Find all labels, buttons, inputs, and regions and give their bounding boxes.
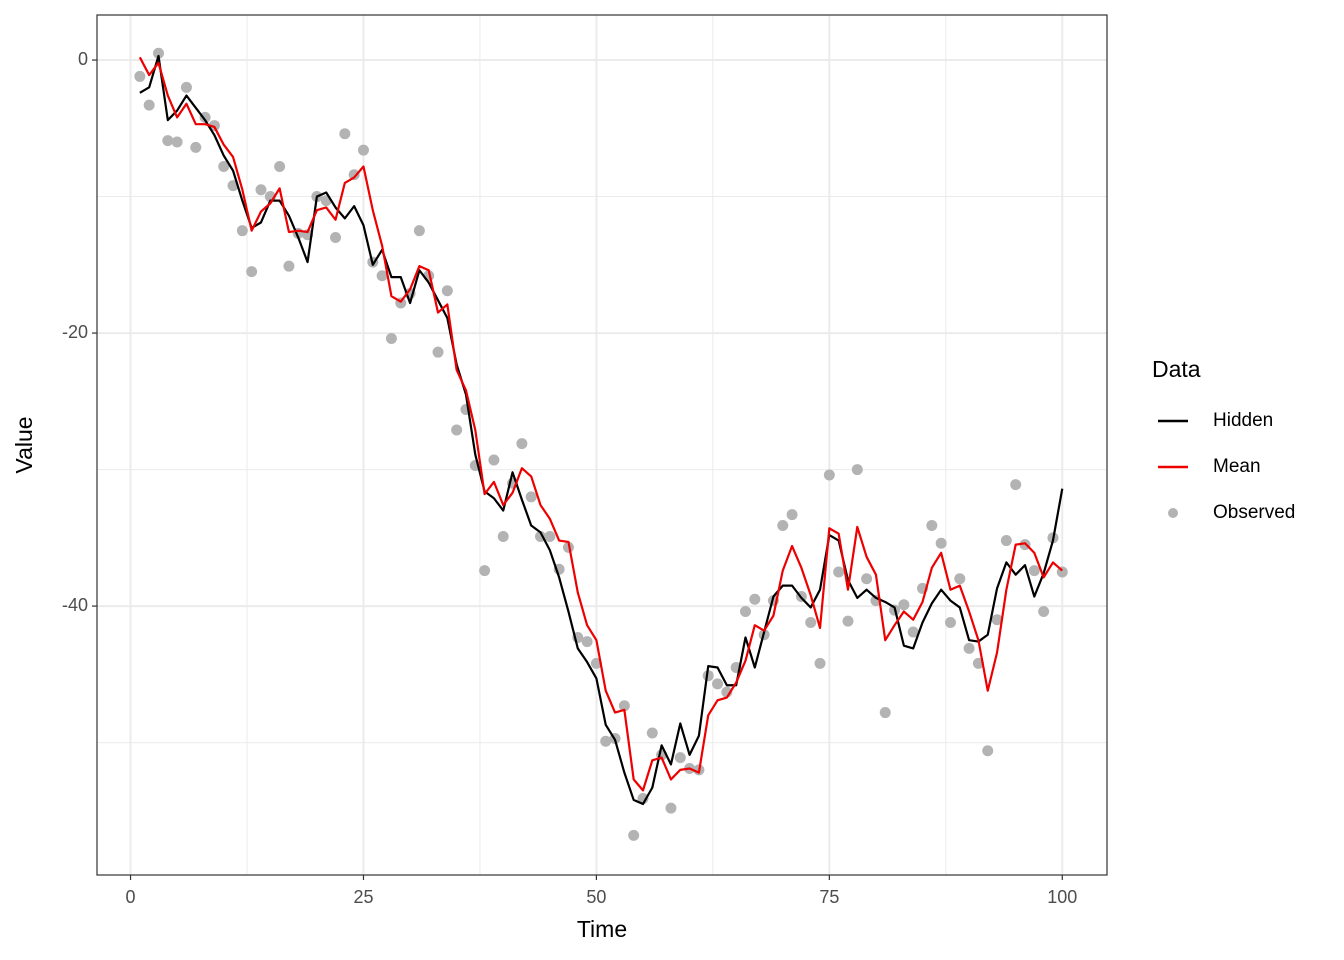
point — [190, 141, 202, 153]
line — [139, 54, 1064, 806]
point — [739, 606, 751, 618]
grid — [97, 15, 1107, 875]
point — [991, 614, 1003, 626]
point — [833, 566, 845, 578]
point — [208, 120, 220, 132]
point — [152, 47, 164, 59]
point — [441, 285, 453, 297]
point — [879, 707, 891, 719]
point — [199, 111, 211, 123]
point — [786, 509, 798, 521]
point — [488, 454, 500, 466]
point — [525, 491, 537, 503]
point — [935, 537, 947, 549]
point — [665, 802, 677, 814]
point — [600, 735, 612, 747]
x-tick-label: 100 — [1047, 887, 1077, 907]
y-tick-label: -40 — [62, 595, 88, 615]
point — [516, 438, 528, 450]
point — [842, 615, 854, 627]
point — [805, 616, 817, 628]
point — [432, 346, 444, 358]
point — [339, 128, 351, 140]
point — [171, 136, 183, 148]
point — [618, 700, 630, 712]
point — [385, 333, 397, 345]
point — [236, 225, 248, 237]
point — [712, 678, 724, 690]
point — [907, 626, 919, 638]
point — [861, 573, 873, 585]
marks — [134, 47, 1068, 841]
point — [581, 636, 593, 648]
point — [814, 657, 826, 669]
point — [674, 752, 686, 764]
legend-label: Hidden — [1213, 410, 1273, 431]
legend-key — [1168, 508, 1178, 518]
x-tick-label: 75 — [819, 887, 839, 907]
x-tick-label: 0 — [126, 887, 136, 907]
point — [851, 464, 863, 476]
point — [357, 144, 369, 156]
point — [1000, 535, 1012, 547]
point — [451, 424, 463, 436]
point — [246, 266, 258, 278]
point — [823, 469, 835, 481]
point — [162, 135, 174, 147]
x-tick-label: 50 — [586, 887, 606, 907]
point — [954, 573, 966, 585]
point — [255, 184, 267, 196]
point — [749, 593, 761, 605]
legend-title: Data — [1152, 356, 1201, 382]
point — [963, 642, 975, 654]
x-axis-title: Time — [577, 916, 627, 942]
point — [1038, 606, 1050, 618]
panel-background — [97, 15, 1107, 875]
legend-label: Mean — [1213, 456, 1261, 477]
point — [134, 70, 146, 82]
point — [898, 599, 910, 611]
point — [1010, 479, 1022, 491]
point — [944, 616, 956, 628]
y-tick-label: 0 — [78, 49, 88, 69]
point — [926, 520, 938, 532]
line — [138, 56, 1064, 792]
y-axis-title: Value — [11, 416, 37, 473]
point — [330, 232, 342, 244]
panel-border — [96, 14, 1108, 876]
point — [413, 225, 425, 237]
point — [1028, 565, 1040, 577]
point — [628, 829, 640, 841]
point — [497, 530, 509, 542]
point — [544, 530, 556, 542]
point — [218, 161, 230, 173]
x-tick-label: 25 — [353, 887, 373, 907]
point — [348, 169, 360, 181]
point — [283, 260, 295, 272]
point — [274, 161, 286, 173]
legend-label: Observed — [1213, 502, 1295, 523]
point — [646, 727, 658, 739]
y-tick-label: -20 — [62, 322, 88, 342]
point — [143, 99, 155, 111]
point — [479, 565, 491, 577]
point — [376, 270, 388, 282]
point — [180, 81, 192, 93]
point — [777, 520, 789, 532]
point — [982, 745, 994, 757]
